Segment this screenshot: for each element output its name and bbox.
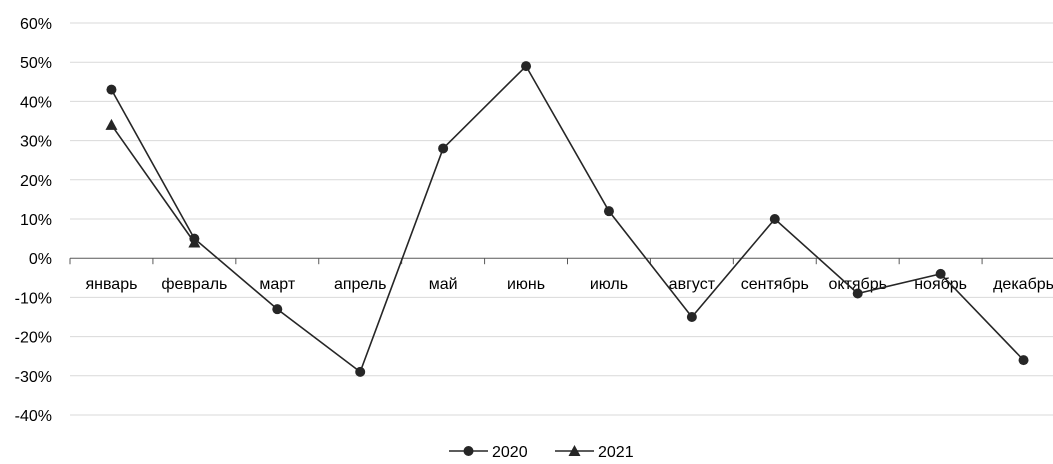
x-tick-label: июль [590,276,628,293]
y-tick-label: -10% [15,290,52,307]
y-axis-tick-labels: 60% 50% 40% 30% 20% 10% 0% -10% -20% -30% -40% [15,16,52,425]
data-point-2020 [355,366,366,377]
data-point-2020 [189,233,200,244]
data-point-2020 [603,206,614,217]
data-point-2020 [769,214,780,224]
x-tick-label: май [429,276,458,293]
x-tick-label: январь [85,276,137,293]
x-tick-label: сентябрь [741,276,809,293]
legend-marker-2021 [568,445,581,456]
data-point-2020 [106,84,117,95]
y-tick-label: 30% [20,134,52,151]
series-line-2020 [110,64,1025,374]
legend: 2020 2021 [449,444,634,461]
data-point-2020 [686,312,697,322]
data-point-2020 [438,143,449,154]
y-tick-label: -30% [15,369,52,386]
x-axis-tick-labels: январь февраль март апрель май июнь июль август… [85,276,1053,293]
y-tick-label: 40% [20,94,52,111]
x-tick-label: декабрь [993,276,1053,293]
y-tick-label: 20% [20,173,52,190]
x-tick-label: апрель [334,276,387,293]
y-tick-label: 60% [20,16,52,33]
series-line-2021 [110,124,196,243]
series-layer [105,61,1029,377]
data-point-2020 [272,304,283,315]
y-tick-label: -40% [15,408,52,425]
x-tick-label: август [669,276,716,293]
y-tick-label: 0% [29,251,52,268]
data-point-2020 [852,288,863,299]
gridlines [70,22,1053,416]
legend-marker-2020 [463,446,474,456]
data-point-2020 [1018,355,1029,366]
y-tick-label: -20% [15,330,52,347]
x-tick-label: март [259,276,295,293]
x-tick-label: ноябрь [914,276,967,293]
legend-label-2021: 2021 [598,444,634,461]
data-point-2021 [105,118,118,130]
x-tick-label: февраль [161,276,227,293]
legend-label-2020: 2020 [492,444,528,461]
x-axis [69,257,1053,265]
data-point-2020 [521,61,532,72]
y-tick-label: 50% [20,55,52,72]
y-tick-label: 10% [20,212,52,229]
x-tick-label: июнь [507,276,545,293]
data-point-2020 [935,268,946,279]
